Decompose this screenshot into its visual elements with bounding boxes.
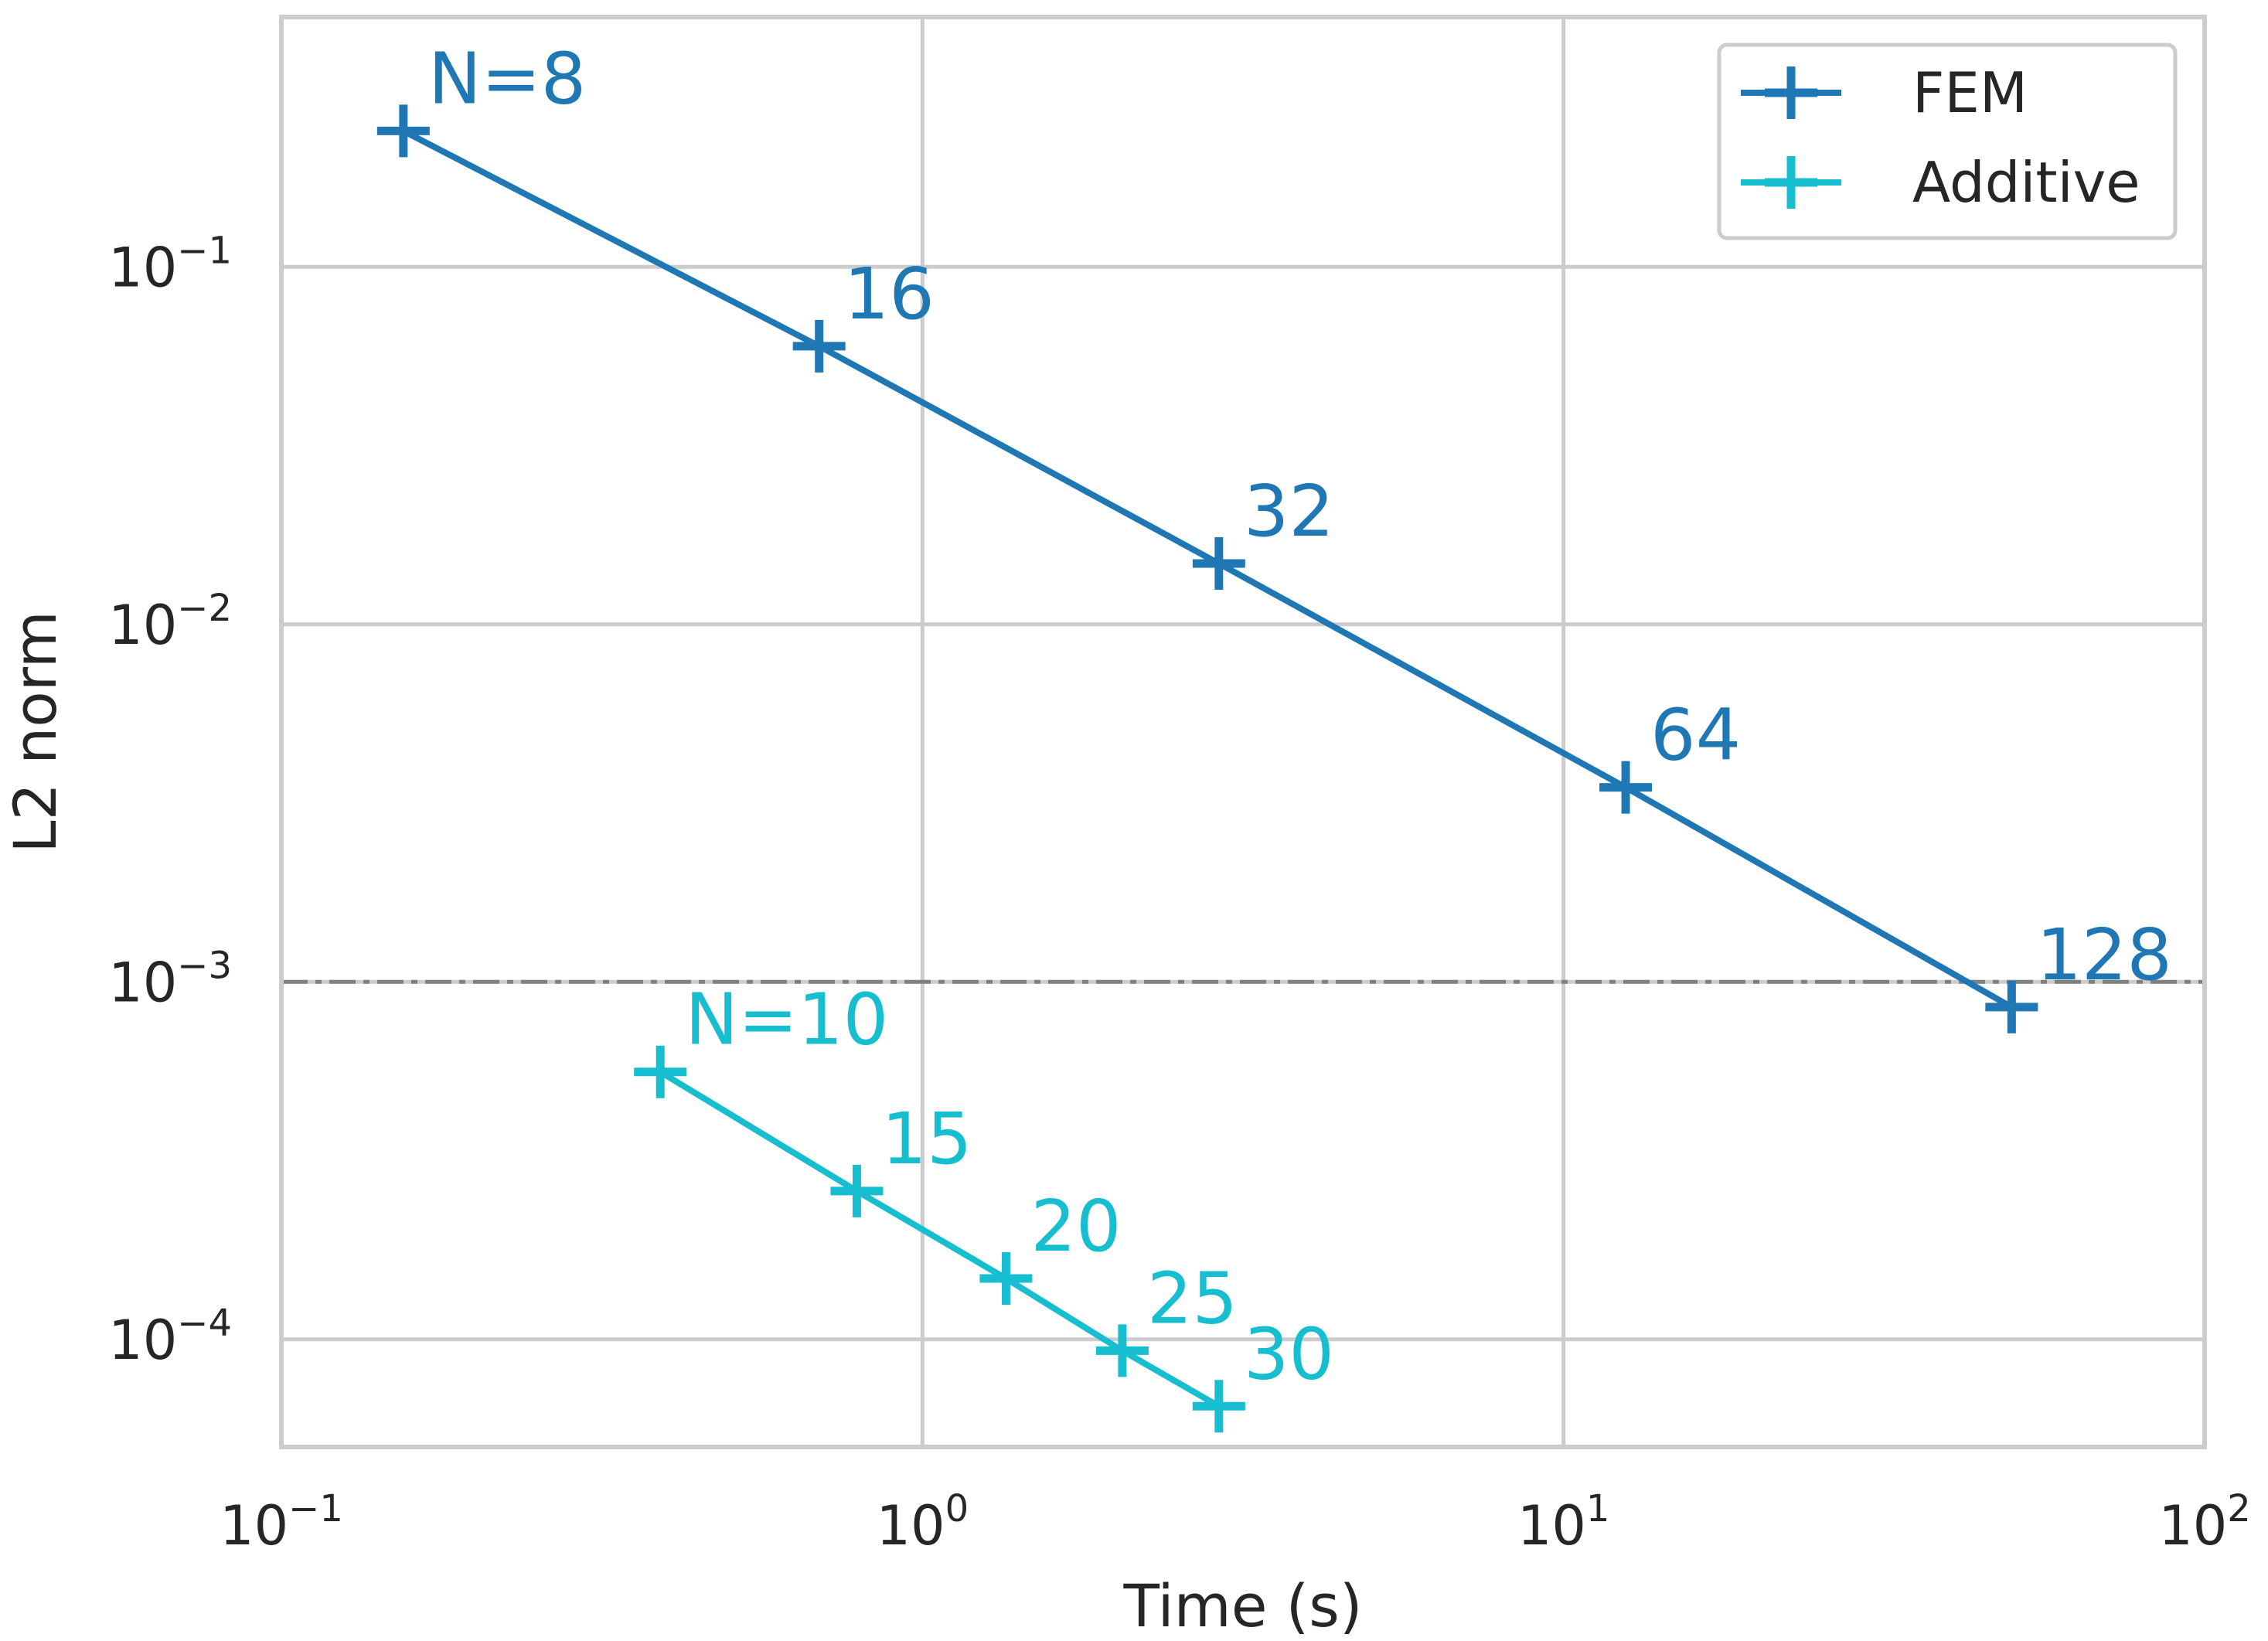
series-0-point-3: [1599, 761, 1653, 814]
series-0-point-label-4: 128: [2036, 914, 2172, 996]
series-0-point-label-2: 32: [1244, 470, 1334, 553]
legend-marker-0: [1765, 66, 1817, 119]
series-0-point-2: [1192, 537, 1245, 591]
series-1-point-label-2: 20: [1030, 1185, 1121, 1268]
series-1-point-3: [1095, 1324, 1149, 1377]
y-tick-label-2: 10−3: [108, 944, 232, 1014]
series-1-point-2: [979, 1252, 1033, 1306]
y-axis-label: L2 norm: [1, 611, 70, 853]
series-1-point-label-3: 25: [1147, 1257, 1238, 1340]
x-axis-label: Time (s): [1122, 1571, 1362, 1640]
legend-marker-1: [1765, 156, 1817, 209]
series-1-point-0: [634, 1045, 687, 1098]
series-0-point-1: [792, 319, 846, 373]
series-0-point-0: [376, 104, 430, 158]
series-1-point-label-0: N=10: [685, 979, 888, 1061]
x-tick-label-0: 10−1: [220, 1487, 343, 1558]
series-1-point-1: [830, 1164, 884, 1217]
legend: FEM Additive: [1717, 43, 2178, 240]
series-1-point-label-1: 15: [881, 1098, 972, 1180]
series-1-point-label-4: 30: [1244, 1312, 1334, 1395]
legend-label-1: Additive: [1912, 150, 2140, 215]
series-1-point-4: [1192, 1380, 1245, 1433]
y-tick-label-0: 10−1: [108, 229, 232, 299]
legend-item-1: Additive: [1741, 150, 2140, 215]
legend-label-0: FEM: [1912, 60, 2028, 125]
series-0-point-4: [1985, 980, 2038, 1033]
series-0-point-label-1: 16: [844, 253, 935, 335]
series-0: N=8 16 32 64 128: [376, 37, 2172, 1033]
x-tick-label-1: 100: [877, 1487, 969, 1558]
y-tick-label-1: 10−2: [108, 587, 232, 657]
series-0-point-label-0: N=8: [428, 37, 586, 120]
y-tick-label-3: 10−4: [108, 1302, 232, 1372]
legend-item-0: FEM: [1741, 60, 2028, 125]
series-0-point-label-3: 64: [1650, 694, 1741, 777]
x-tick-label-3: 102: [2158, 1487, 2251, 1558]
x-tick-label-2: 101: [1517, 1487, 1610, 1558]
y-tick-labels: 10−1 10−2 10−3 10−4: [108, 229, 232, 1372]
x-tick-labels: 10−1 100 101 102: [220, 1487, 2251, 1558]
plot-frame: [279, 15, 2207, 1449]
